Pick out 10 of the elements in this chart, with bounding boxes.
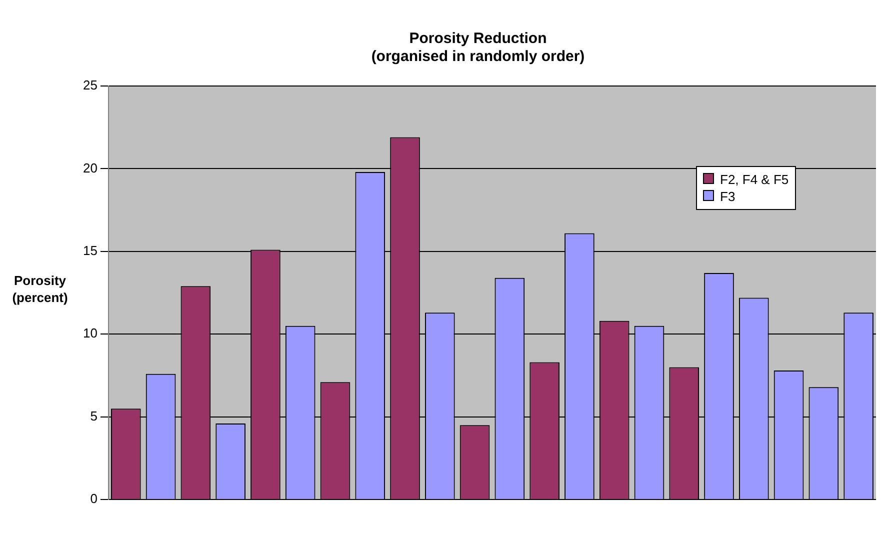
- legend-label: F2, F4 & F5: [719, 172, 789, 187]
- y-tick-label: 5: [90, 408, 98, 424]
- legend-label: F3: [719, 189, 736, 204]
- chart-title: Porosity Reduction (organised in randomly order): [371, 30, 585, 66]
- y-tick-label: 10: [82, 326, 98, 341]
- y-tick-label: 15: [82, 243, 98, 258]
- y-axis-title: Porosity (percent): [12, 272, 68, 305]
- y-tick-label: 25: [82, 78, 98, 93]
- y-tick-label: 0: [90, 491, 98, 506]
- y-tick-label: 20: [82, 160, 98, 176]
